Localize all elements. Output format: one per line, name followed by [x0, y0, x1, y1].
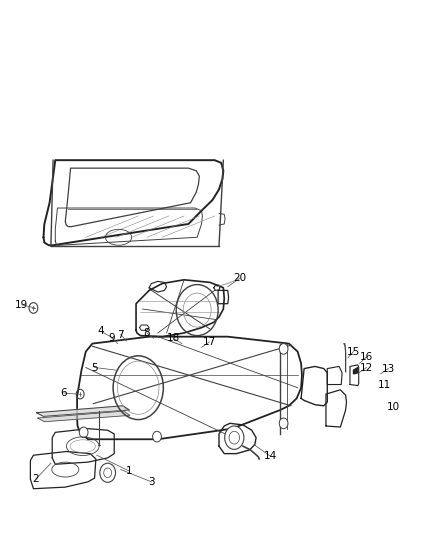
- Text: 3: 3: [148, 477, 155, 487]
- Text: 7: 7: [117, 329, 124, 340]
- Text: 9: 9: [109, 333, 115, 343]
- Circle shape: [100, 463, 116, 482]
- Text: 1: 1: [126, 466, 133, 476]
- Text: 4: 4: [98, 326, 104, 336]
- Text: 2: 2: [32, 474, 39, 484]
- Circle shape: [279, 418, 288, 429]
- Text: 13: 13: [382, 364, 395, 374]
- Text: 20: 20: [233, 273, 247, 283]
- Text: 6: 6: [61, 388, 67, 398]
- Text: 12: 12: [360, 362, 373, 373]
- Text: 8: 8: [144, 328, 150, 338]
- Text: 10: 10: [387, 402, 400, 413]
- Text: 19: 19: [15, 300, 28, 310]
- Circle shape: [279, 344, 288, 354]
- Text: 15: 15: [347, 346, 360, 357]
- Circle shape: [152, 431, 161, 442]
- Text: 17: 17: [203, 337, 216, 347]
- Text: 14: 14: [264, 451, 277, 461]
- Text: 11: 11: [378, 379, 392, 390]
- Text: 18: 18: [166, 333, 180, 343]
- Circle shape: [79, 427, 88, 438]
- Circle shape: [225, 426, 244, 449]
- Polygon shape: [353, 368, 358, 374]
- Text: 5: 5: [91, 362, 98, 373]
- Polygon shape: [36, 406, 130, 416]
- Polygon shape: [38, 411, 130, 422]
- Text: 16: 16: [360, 352, 373, 362]
